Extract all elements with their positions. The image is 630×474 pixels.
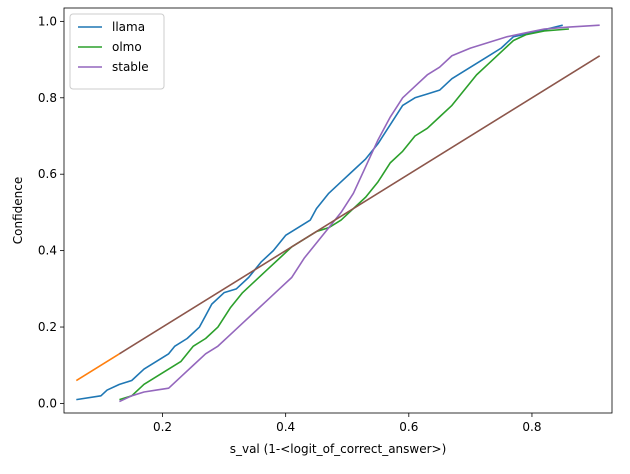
plot-frame bbox=[63, 7, 613, 414]
legend-label-olmo: olmo bbox=[112, 40, 142, 54]
y-tick-label: 1.0 bbox=[38, 14, 57, 28]
reference-series-line-4 bbox=[118, 55, 601, 355]
y-tick-label: 0.8 bbox=[38, 91, 57, 105]
y-tick-label: 0.4 bbox=[38, 244, 57, 258]
x-tick-label: 0.2 bbox=[153, 420, 172, 434]
stable-series-line-2 bbox=[119, 24, 600, 403]
y-tick-label: 0.2 bbox=[38, 320, 57, 334]
x-tick-label: 0.6 bbox=[399, 420, 418, 434]
y-tick-label: 0.0 bbox=[38, 396, 57, 410]
y-axis-ticks: 0.0 0.2 0.4 0.6 0.8 1.0 bbox=[38, 14, 64, 410]
llama-series-line-0 bbox=[76, 24, 563, 401]
series-layer bbox=[75, 24, 601, 403]
olmo-series-line-1 bbox=[119, 28, 569, 401]
y-tick-label: 0.6 bbox=[38, 167, 57, 181]
x-axis-label: s_val (1-<logit_of_correct_answer>) bbox=[230, 442, 447, 456]
x-tick-label: 0.4 bbox=[276, 420, 295, 434]
reference-series-line-3 bbox=[75, 353, 120, 382]
legend: llama olmo stable bbox=[69, 13, 165, 90]
legend-label-llama: llama bbox=[112, 20, 145, 34]
x-tick-label: 0.8 bbox=[522, 420, 541, 434]
legend-label-stable: stable bbox=[112, 60, 149, 74]
x-axis-ticks: 0.2 0.4 0.6 0.8 bbox=[153, 413, 542, 434]
legend-box bbox=[69, 13, 165, 90]
y-axis-label: Confidence bbox=[11, 177, 25, 244]
